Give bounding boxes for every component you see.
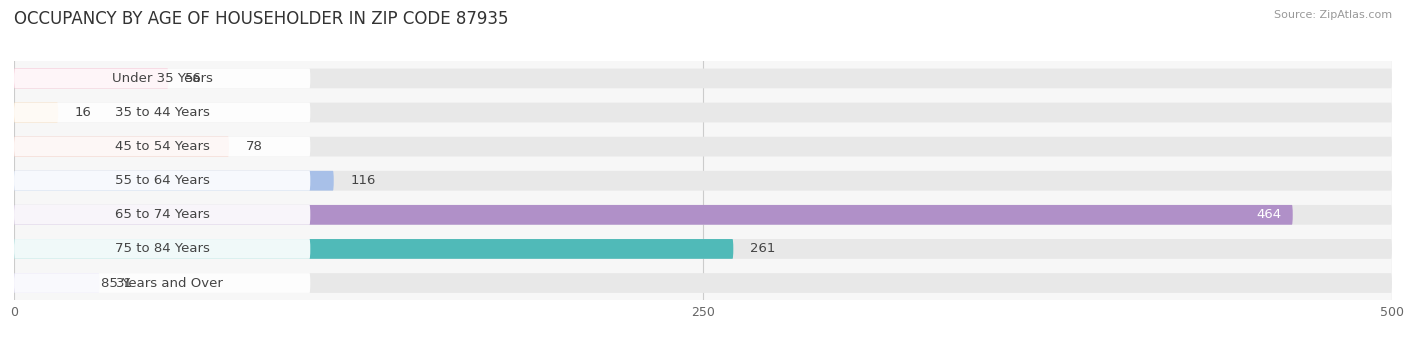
FancyBboxPatch shape — [14, 103, 311, 122]
FancyBboxPatch shape — [14, 137, 311, 157]
FancyBboxPatch shape — [14, 103, 1392, 122]
Text: 261: 261 — [749, 242, 775, 255]
Text: 31: 31 — [117, 277, 134, 290]
FancyBboxPatch shape — [14, 205, 1292, 225]
FancyBboxPatch shape — [14, 205, 1392, 225]
Text: 75 to 84 Years: 75 to 84 Years — [115, 242, 209, 255]
Text: 55 to 64 Years: 55 to 64 Years — [115, 174, 209, 187]
FancyBboxPatch shape — [14, 69, 1392, 88]
Text: 56: 56 — [186, 72, 202, 85]
FancyBboxPatch shape — [14, 137, 229, 157]
FancyBboxPatch shape — [14, 137, 1392, 157]
FancyBboxPatch shape — [14, 171, 311, 191]
FancyBboxPatch shape — [14, 273, 311, 293]
Text: 116: 116 — [350, 174, 375, 187]
FancyBboxPatch shape — [14, 273, 100, 293]
FancyBboxPatch shape — [14, 69, 311, 88]
FancyBboxPatch shape — [14, 103, 58, 122]
FancyBboxPatch shape — [14, 273, 1392, 293]
FancyBboxPatch shape — [14, 171, 333, 191]
Text: OCCUPANCY BY AGE OF HOUSEHOLDER IN ZIP CODE 87935: OCCUPANCY BY AGE OF HOUSEHOLDER IN ZIP C… — [14, 10, 509, 28]
FancyBboxPatch shape — [14, 239, 311, 259]
Text: 464: 464 — [1257, 208, 1282, 221]
Text: 45 to 54 Years: 45 to 54 Years — [115, 140, 209, 153]
Text: 35 to 44 Years: 35 to 44 Years — [115, 106, 209, 119]
FancyBboxPatch shape — [14, 239, 1392, 259]
Text: 78: 78 — [246, 140, 263, 153]
Text: 85 Years and Over: 85 Years and Over — [101, 277, 224, 290]
FancyBboxPatch shape — [14, 171, 1392, 191]
Text: Under 35 Years: Under 35 Years — [111, 72, 212, 85]
Text: 65 to 74 Years: 65 to 74 Years — [115, 208, 209, 221]
FancyBboxPatch shape — [14, 69, 169, 88]
FancyBboxPatch shape — [14, 239, 734, 259]
Text: 16: 16 — [75, 106, 91, 119]
FancyBboxPatch shape — [14, 205, 311, 225]
Text: Source: ZipAtlas.com: Source: ZipAtlas.com — [1274, 10, 1392, 20]
